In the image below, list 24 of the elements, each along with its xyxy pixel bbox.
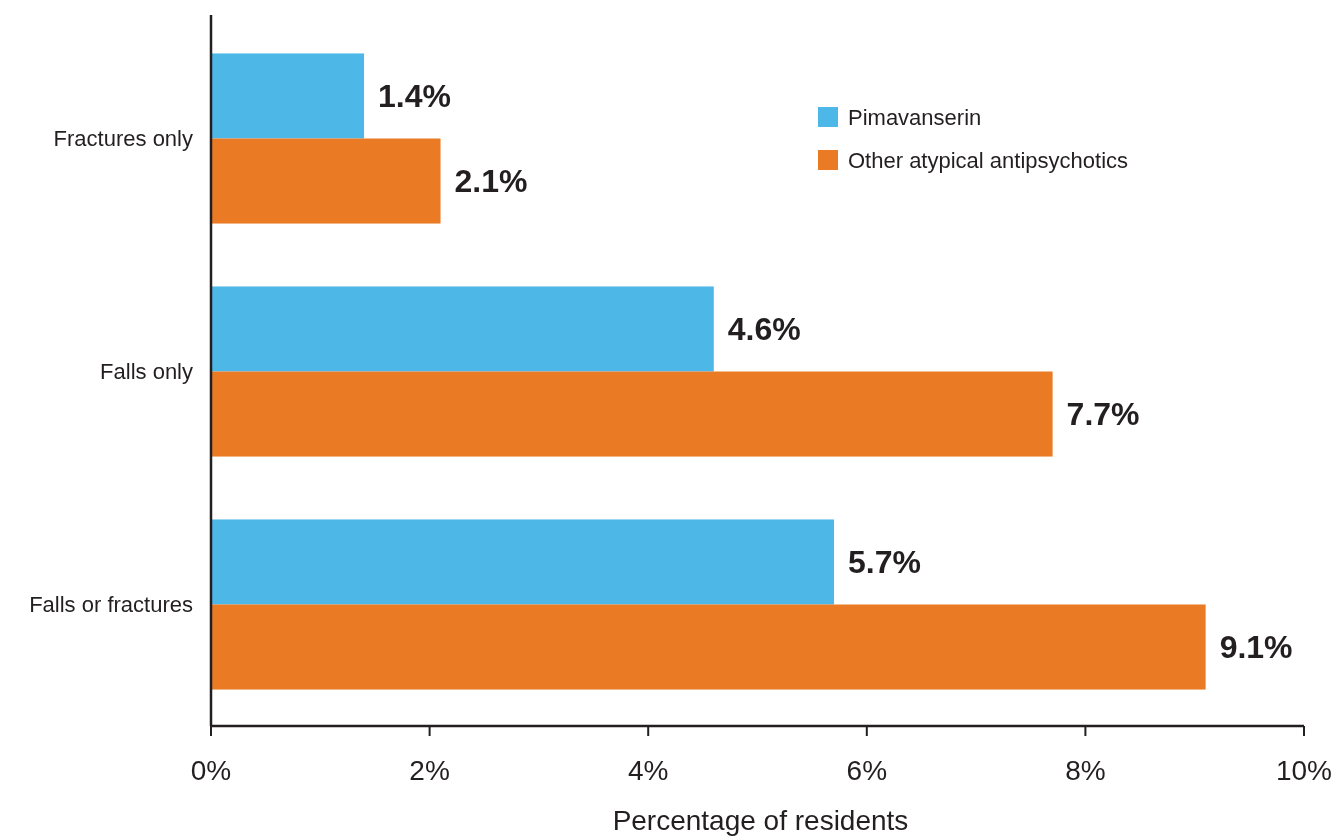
data-label: 4.6% [727, 311, 801, 348]
y-tick-label: Falls only [100, 359, 193, 385]
bar [211, 371, 1053, 457]
bar [211, 286, 714, 372]
x-tick-label: 10% [1275, 755, 1333, 786]
x-axis-title: Percentage of residents [612, 805, 909, 836]
x-tick-label: 8% [1065, 755, 1106, 786]
x-tick-label: 2% [409, 755, 450, 786]
bar [211, 138, 441, 224]
x-tick-label: 6% [846, 755, 888, 786]
data-label: 1.4% [378, 78, 451, 115]
x-tick-label: 0% [190, 755, 232, 786]
data-label: 7.7% [1066, 396, 1140, 433]
legend-label: Other atypical antipsychotics [848, 147, 1129, 173]
data-label: 5.7% [848, 544, 921, 581]
bar [211, 604, 1206, 690]
x-tick-label: 4% [627, 755, 669, 786]
bar [211, 519, 835, 605]
bar [211, 53, 365, 139]
legend-label: Pimavanserin [848, 104, 982, 130]
y-tick-label: Fractures only [53, 126, 193, 152]
data-label: 2.1% [454, 163, 528, 200]
data-label: 9.1% [1219, 629, 1293, 666]
y-tick-label: Falls or fractures [29, 592, 193, 618]
